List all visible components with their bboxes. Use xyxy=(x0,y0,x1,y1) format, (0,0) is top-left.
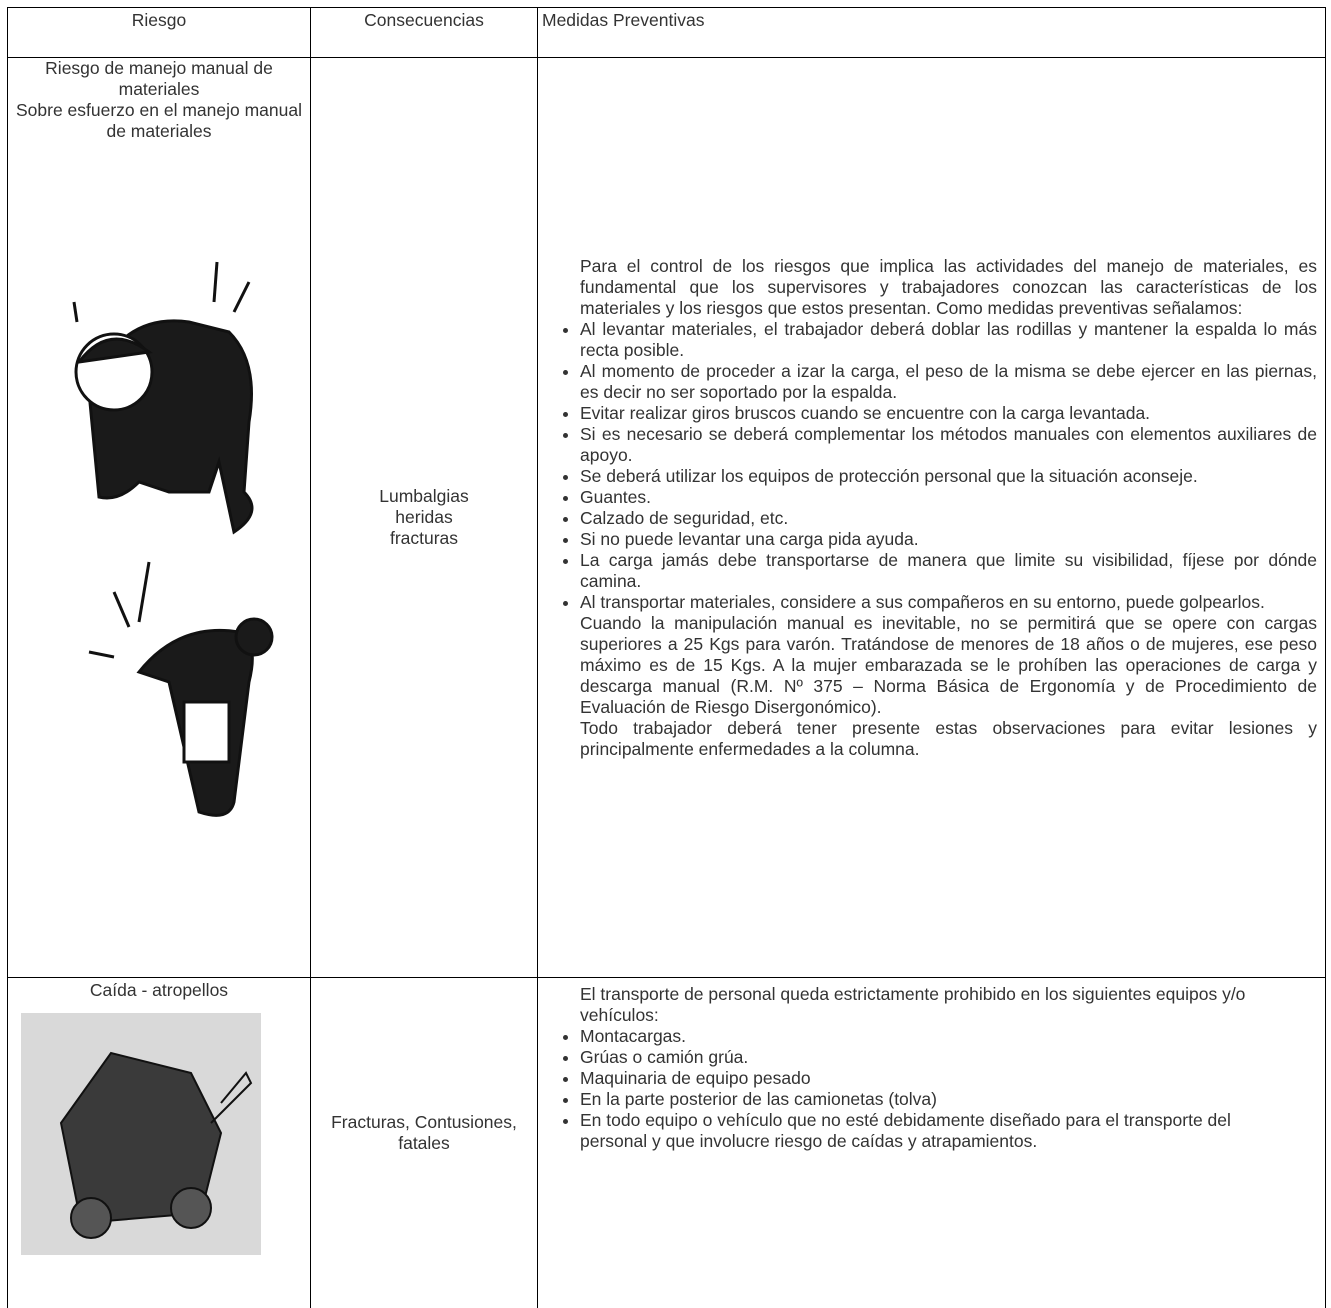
riesgo-text: Riesgo de manejo manual de materiales xyxy=(45,58,273,99)
consecuencia-text: heridas xyxy=(395,507,453,527)
cell: Fracturas, Contusiones, fatales xyxy=(310,977,538,1308)
bullet-item: La carga jamás debe transportarse de man… xyxy=(580,550,1317,592)
bullet-item: Calzado de seguridad, etc. xyxy=(580,508,1317,529)
consecuencia-text: fracturas xyxy=(389,528,459,548)
header-cell: Riesgo xyxy=(7,7,311,58)
header-cell: Medidas Preventivas xyxy=(537,7,1326,58)
bullet-item: Evitar realizar giros bruscos cuando se … xyxy=(580,403,1317,424)
riesgo-text: Caída - atropellos xyxy=(89,980,229,1000)
cell: Lumbalgias heridas fracturas xyxy=(310,57,538,978)
illustration xyxy=(72,261,274,817)
bullet-item: Se deberá utilizar los equipos de protec… xyxy=(580,466,1317,487)
header-row: Riesgo Consecuencias Medidas Preventivas xyxy=(7,7,1326,58)
bullet-item: Al levantar materiales, el trabajador de… xyxy=(580,319,1317,361)
row: Caída - atropellos Fracturas, Contusione… xyxy=(7,977,1326,1308)
intro-text: Para el control de los riesgos que impli… xyxy=(580,255,1317,318)
bullet-item: Guantes. xyxy=(580,487,1317,508)
bullet-item: Al momento de proceder a izar la carga, … xyxy=(580,361,1317,403)
bullet-item: Si no puede levantar una carga pida ayud… xyxy=(580,529,1317,550)
cell: Caída - atropellos xyxy=(7,977,311,1308)
header-cell: Consecuencias xyxy=(310,7,538,58)
bullet-item: Maquinaria de equipo pesado xyxy=(580,1068,1291,1089)
cell: Riesgo de manejo manual de materiales So… xyxy=(7,57,311,978)
cell: El transporte de personal queda estricta… xyxy=(537,977,1326,1308)
risk-table: Riesgo Consecuencias Medidas Preventivas… xyxy=(7,7,1326,1308)
bullet-list: Montacargas.Grúas o camión grúa.Maquinar… xyxy=(542,1026,1321,1152)
bullet-item: En la parte posterior de las camionetas … xyxy=(580,1089,1291,1110)
intro-text: El transporte de personal queda estricta… xyxy=(580,984,1246,1025)
consecuencia-text: Lumbalgias xyxy=(379,486,469,506)
cell: Para el control de los riesgos que impli… xyxy=(537,57,1326,978)
riesgo-text: Sobre esfuerzo en el manejo manual de ma… xyxy=(15,100,302,141)
row: Riesgo de manejo manual de materiales So… xyxy=(7,57,1326,978)
consecuencia-text: Fracturas, Contusiones, fatales xyxy=(331,1111,517,1153)
illustration xyxy=(21,1013,261,1255)
bullet-item: Al transportar materiales, considere a s… xyxy=(580,592,1317,613)
bullet-list: Al levantar materiales, el trabajador de… xyxy=(542,319,1317,613)
bullet-item: Montacargas. xyxy=(580,1026,1291,1047)
closing-text: Cuando la manipulación manual es inevita… xyxy=(580,612,1317,717)
bullet-item: En todo equipo o vehículo que no esté de… xyxy=(580,1110,1291,1152)
bullet-item: Grúas o camión grúa. xyxy=(580,1047,1291,1068)
bullet-item: Si es necesario se deberá complementar l… xyxy=(580,424,1317,466)
closing-text: Todo trabajador deberá tener presente es… xyxy=(580,717,1317,759)
